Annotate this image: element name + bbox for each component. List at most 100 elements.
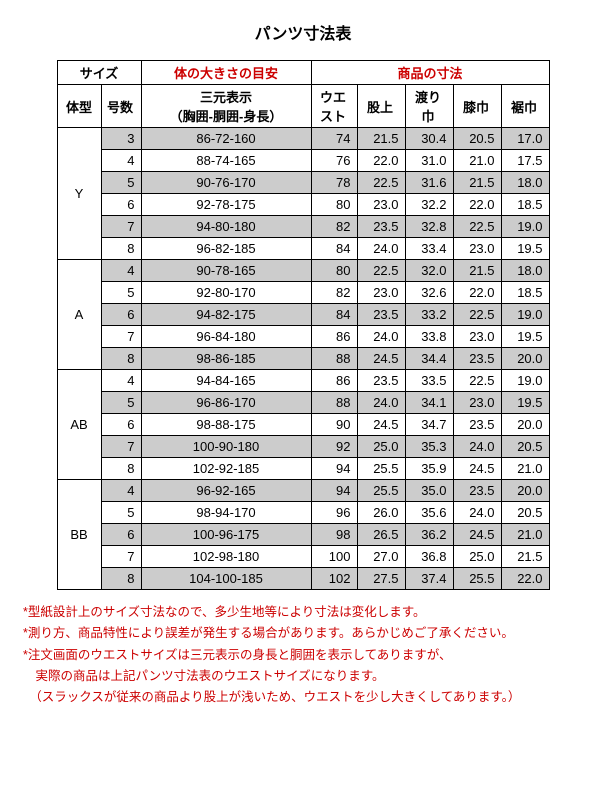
three-d-cell: 102-92-185 [141,458,311,480]
watari-cell: 34.7 [405,414,453,436]
watari-cell: 35.6 [405,502,453,524]
hem-cell: 21.5 [501,546,549,568]
watari-cell: 32.6 [405,282,453,304]
watari-cell: 33.2 [405,304,453,326]
inseam-cell: 24.5 [357,348,405,370]
three-d-cell: 90-76-170 [141,172,311,194]
knee-cell: 24.0 [453,502,501,524]
waist-cell: 86 [311,370,357,392]
watari-cell: 35.0 [405,480,453,502]
knee-cell: 23.0 [453,392,501,414]
hem-cell: 19.0 [501,370,549,392]
note-line: *測り方、商品特性により誤差が発生する場合があります。あらかじめご了承ください。 [23,623,583,644]
inseam-cell: 27.0 [357,546,405,568]
three-d-cell: 94-82-175 [141,304,311,326]
hem-cell: 20.0 [501,480,549,502]
num-cell: 6 [101,304,141,326]
knee-cell: 21.0 [453,150,501,172]
waist-cell: 82 [311,282,357,304]
size-table: サイズ 体の大きさの目安 商品の寸法 体型 号数 三元表示 （胸囲-胴囲-身長）… [57,60,550,590]
waist-cell: 88 [311,348,357,370]
watari-cell: 32.2 [405,194,453,216]
hdr-three-d: 三元表示 （胸囲-胴囲-身長） [141,85,311,128]
watari-cell: 36.8 [405,546,453,568]
three-d-cell: 96-86-170 [141,392,311,414]
knee-cell: 23.5 [453,480,501,502]
three-d-cell: 92-78-175 [141,194,311,216]
hdr-size: サイズ [57,61,141,85]
watari-cell: 35.3 [405,436,453,458]
notes-block: *型紙設計上のサイズ寸法なので、多少生地等により寸法は変化します。*測り方、商品… [23,602,583,708]
inseam-cell: 25.0 [357,436,405,458]
table-row: 794-80-1808223.532.822.519.0 [57,216,549,238]
note-line: （スラックスが従来の商品より股上が浅いため、ウエストを少し大きくしてあります。） [23,687,583,708]
table-row: 596-86-1708824.034.123.019.5 [57,392,549,414]
watari-cell: 33.5 [405,370,453,392]
table-row: 692-78-1758023.032.222.018.5 [57,194,549,216]
inseam-cell: 25.5 [357,480,405,502]
table-row: 7100-90-1809225.035.324.020.5 [57,436,549,458]
knee-cell: 22.0 [453,194,501,216]
table-row: 698-88-1759024.534.723.520.0 [57,414,549,436]
hdr-product-dims: 商品の寸法 [311,61,549,85]
waist-cell: 100 [311,546,357,568]
knee-cell: 25.5 [453,568,501,590]
inseam-cell: 25.5 [357,458,405,480]
inseam-cell: 26.0 [357,502,405,524]
table-row: 7102-98-18010027.036.825.021.5 [57,546,549,568]
knee-cell: 22.5 [453,216,501,238]
num-cell: 5 [101,392,141,414]
hem-cell: 19.5 [501,238,549,260]
inseam-cell: 23.5 [357,216,405,238]
knee-cell: 23.0 [453,326,501,348]
knee-cell: 22.5 [453,370,501,392]
table-row: 488-74-1657622.031.021.017.5 [57,150,549,172]
watari-cell: 37.4 [405,568,453,590]
table-row: 592-80-1708223.032.622.018.5 [57,282,549,304]
three-d-cell: 100-90-180 [141,436,311,458]
table-row: 8104-100-18510227.537.425.522.0 [57,568,549,590]
three-d-cell: 96-82-185 [141,238,311,260]
table-row: 898-86-1858824.534.423.520.0 [57,348,549,370]
waist-cell: 86 [311,326,357,348]
hdr-inseam: 股上 [357,85,405,128]
hem-cell: 17.0 [501,128,549,150]
inseam-cell: 23.0 [357,282,405,304]
three-d-cell: 94-84-165 [141,370,311,392]
hdr-body-guide: 体の大きさの目安 [141,61,311,85]
hem-cell: 20.5 [501,502,549,524]
inseam-cell: 22.0 [357,150,405,172]
knee-cell: 23.5 [453,348,501,370]
table-row: 796-84-1808624.033.823.019.5 [57,326,549,348]
num-cell: 8 [101,238,141,260]
knee-cell: 25.0 [453,546,501,568]
num-cell: 8 [101,348,141,370]
three-d-cell: 92-80-170 [141,282,311,304]
waist-cell: 76 [311,150,357,172]
waist-cell: 82 [311,216,357,238]
watari-cell: 31.0 [405,150,453,172]
note-line: 実際の商品は上記パンツ寸法表のウエストサイズになります。 [23,666,583,687]
hem-cell: 19.0 [501,216,549,238]
num-cell: 6 [101,414,141,436]
num-cell: 5 [101,502,141,524]
page-title: パンツ寸法表 [20,20,586,44]
num-cell: 4 [101,480,141,502]
waist-cell: 92 [311,436,357,458]
num-cell: 6 [101,524,141,546]
hem-cell: 20.0 [501,348,549,370]
knee-cell: 20.5 [453,128,501,150]
hdr-waist-l1: ウエ [320,90,346,105]
num-cell: 5 [101,282,141,304]
inseam-cell: 22.5 [357,260,405,282]
num-cell: 4 [101,150,141,172]
hem-cell: 20.5 [501,436,549,458]
table-row: 598-94-1709626.035.624.020.5 [57,502,549,524]
three-d-cell: 104-100-185 [141,568,311,590]
hem-cell: 18.5 [501,282,549,304]
watari-cell: 34.1 [405,392,453,414]
hem-cell: 18.0 [501,260,549,282]
num-cell: 8 [101,458,141,480]
num-cell: 7 [101,326,141,348]
table-row: 6100-96-1759826.536.224.521.0 [57,524,549,546]
